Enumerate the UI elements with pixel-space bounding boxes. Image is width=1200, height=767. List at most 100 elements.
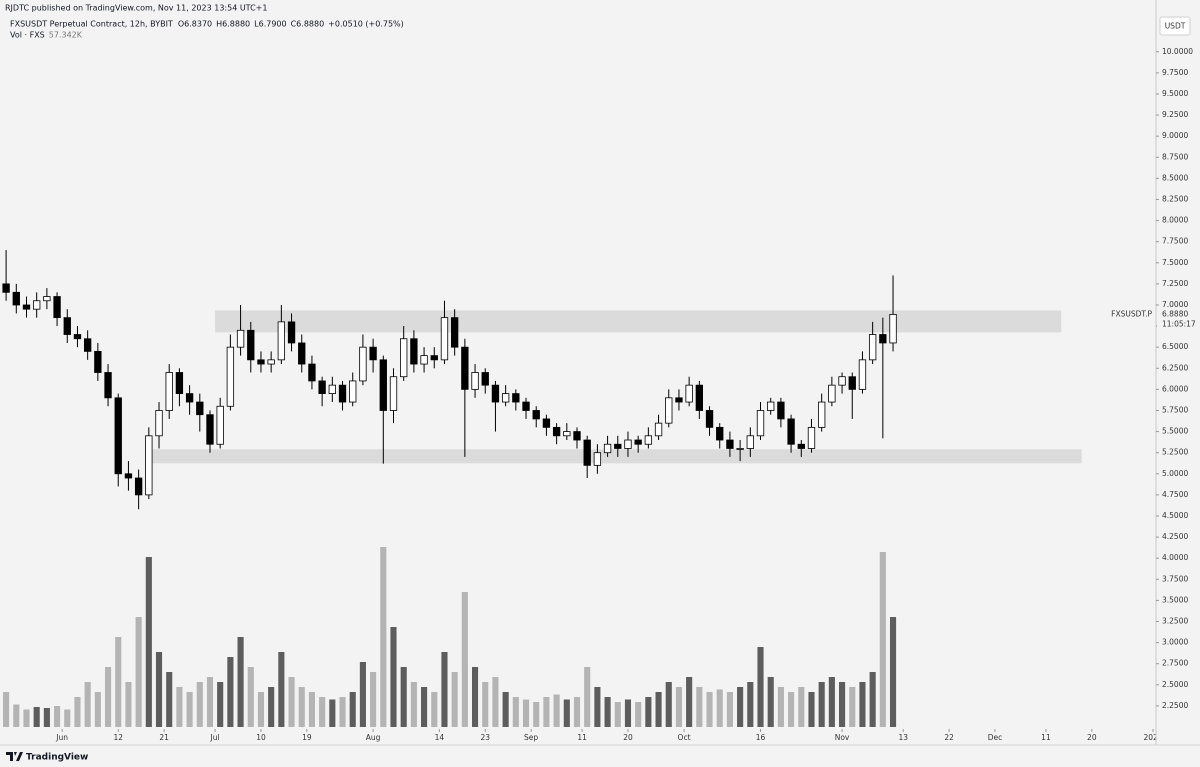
candle-body [318, 380, 326, 395]
volume-bars [3, 547, 897, 727]
volume-bar [217, 682, 224, 727]
volume-bar [3, 692, 10, 727]
candle-body [807, 426, 816, 449]
volume-bar [186, 692, 193, 727]
candle-body [828, 384, 836, 403]
y-tick-label: 3.5000 [1162, 595, 1188, 604]
y-tick-label: 7.2500 [1162, 279, 1188, 288]
candle-body [267, 359, 275, 365]
x-tick-label: 2024 [1143, 733, 1162, 742]
candle-body [175, 372, 184, 395]
volume-bar [675, 687, 683, 727]
candle-body [216, 405, 224, 445]
candle-body [593, 452, 602, 466]
y-tick-label: 8.7500 [1162, 152, 1188, 161]
y-tick-label: 7.5000 [1162, 258, 1188, 267]
volume-bar [512, 697, 519, 727]
x-tick-label: Jul [210, 733, 220, 742]
candle-body [134, 477, 143, 496]
candle-body [73, 334, 82, 340]
x-tick-label: Aug [366, 733, 381, 742]
candle-body [124, 473, 133, 479]
candle-body [705, 410, 714, 428]
volume-bar [237, 637, 244, 727]
volume-bar [747, 682, 754, 727]
currency[interactable]: USDT [1165, 22, 1186, 31]
candle-body [512, 393, 520, 403]
volume-bar [645, 697, 652, 727]
logo-icon[interactable] [6, 752, 23, 761]
volume-bar [808, 692, 815, 727]
candle-body [675, 397, 683, 403]
volume-bar [349, 692, 356, 727]
volume-bar [482, 682, 489, 727]
candle-body [767, 401, 775, 411]
candle-body [685, 384, 693, 403]
volume-bar [798, 687, 805, 727]
candle-body [889, 314, 897, 344]
volume-bar [716, 689, 723, 727]
volume-bar [451, 672, 458, 727]
x-tick-label: 11 [1041, 733, 1051, 742]
volume-bar [624, 699, 632, 727]
volume-bar [196, 682, 203, 727]
volume-bar [166, 672, 173, 727]
x-tick-label: Sep [524, 733, 538, 742]
candle-body [165, 372, 173, 411]
y-tick-label: 3.7500 [1162, 574, 1188, 583]
x-tick-label: 10 [256, 733, 266, 742]
volume-bar [319, 697, 326, 727]
currency-box[interactable] [1159, 16, 1191, 36]
x-tick-label: 20 [623, 733, 633, 742]
candle-body [583, 439, 591, 466]
y-tick-label: 4.7500 [1162, 490, 1188, 499]
candle-body [440, 317, 449, 361]
candle-body [797, 443, 805, 449]
price-axis-panel [1156, 0, 1200, 745]
candle-body [196, 401, 204, 416]
y-tick-label: 7.0000 [1162, 300, 1188, 309]
candle-body [838, 376, 846, 386]
candle-body [624, 439, 632, 449]
candle-body [471, 372, 479, 390]
volume-bar [889, 617, 897, 727]
candle-body [114, 397, 122, 475]
y-tick-label: 6.5000 [1162, 342, 1188, 351]
candle-body [308, 363, 316, 382]
candle-body [2, 283, 10, 293]
footer-logo[interactable]: TradingView [6, 752, 88, 763]
candle-body [94, 350, 102, 373]
volume-bar [655, 692, 662, 727]
volume-bar [706, 692, 713, 727]
y-tick-label: 4.0000 [1162, 553, 1188, 562]
ohlc-value: H6.8880 [216, 20, 250, 29]
candle-body [379, 359, 387, 411]
candle-body [746, 435, 754, 449]
time-axis: Jun 12 21 Jul 10 19 Aug 14 23 Sep 11 20 Oct 16 Nov 13 22… [55, 729, 1163, 742]
volume-bar [859, 682, 866, 727]
x-tick-label: 20 [1087, 733, 1097, 742]
volume-bar [869, 672, 876, 727]
volume-legend: Vol · FXS [10, 31, 45, 40]
volume-bar [125, 682, 132, 727]
candle-body [206, 414, 214, 445]
candle-body [716, 426, 724, 441]
volume-bar [13, 704, 20, 727]
symbol-legend: FXSUSDT Perpetual Contract, 12h, BYBIT [10, 20, 173, 29]
candle-body [430, 355, 438, 361]
candle-body [287, 321, 296, 344]
volume-bar [594, 687, 601, 727]
candle-body [226, 346, 235, 407]
volume-bar [74, 697, 81, 727]
footer-brand[interactable]: TradingView [26, 753, 88, 763]
y-tick-label: 5.7500 [1162, 405, 1188, 414]
candle-body [257, 359, 265, 365]
y-tick-label: 3.2500 [1162, 616, 1188, 625]
volume-bar [573, 697, 581, 727]
x-tick-label: 19 [302, 733, 312, 742]
candle-body [400, 338, 408, 378]
x-tick-label: 21 [159, 733, 169, 742]
x-tick-label: Oct [678, 733, 691, 742]
candle-body [104, 372, 112, 399]
